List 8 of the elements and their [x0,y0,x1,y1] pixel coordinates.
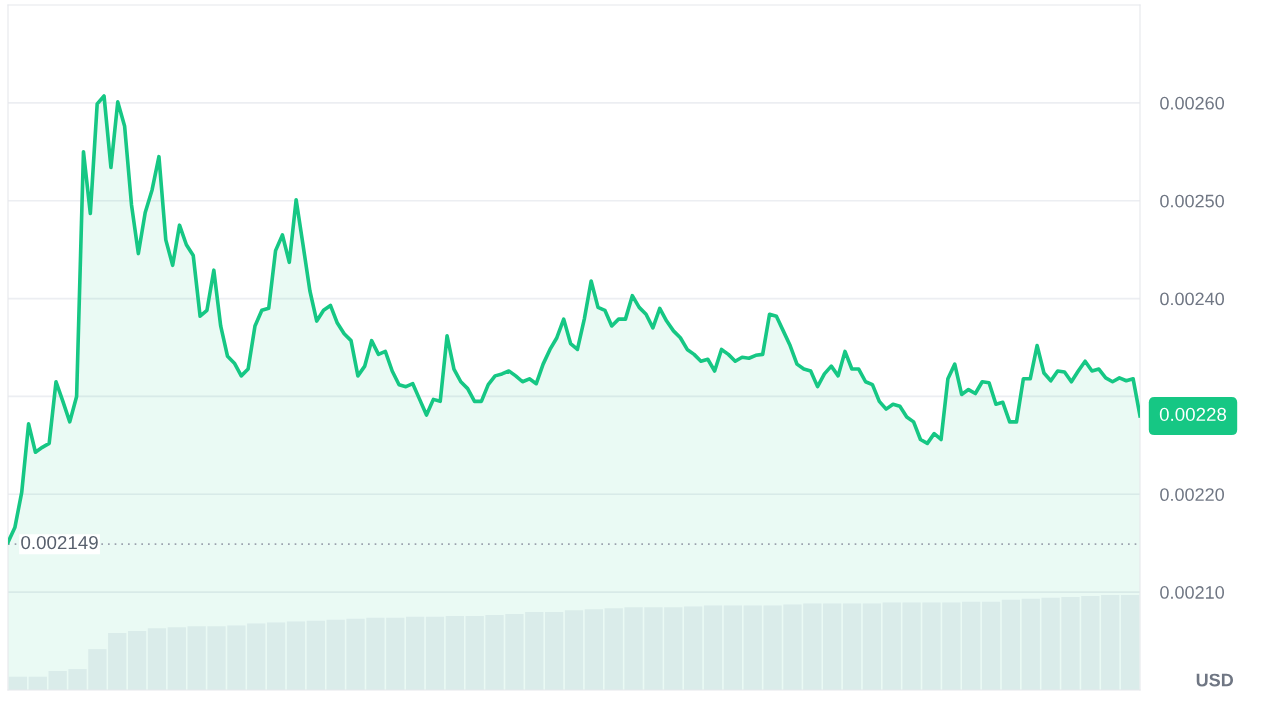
y-tick-label: 0.00250 [1160,194,1224,208]
y-tick-label: 0.00260 [1160,96,1224,110]
y-axis-title: USD [1196,673,1234,687]
y-tick-label: 0.00240 [1160,292,1224,306]
y-tick-label: 0.00210 [1160,586,1224,599]
ref-line-label: 0.002149 [21,535,98,550]
text: 0.00228 [1159,407,1227,422]
y-tick-label: 0.00220 [1160,488,1224,502]
